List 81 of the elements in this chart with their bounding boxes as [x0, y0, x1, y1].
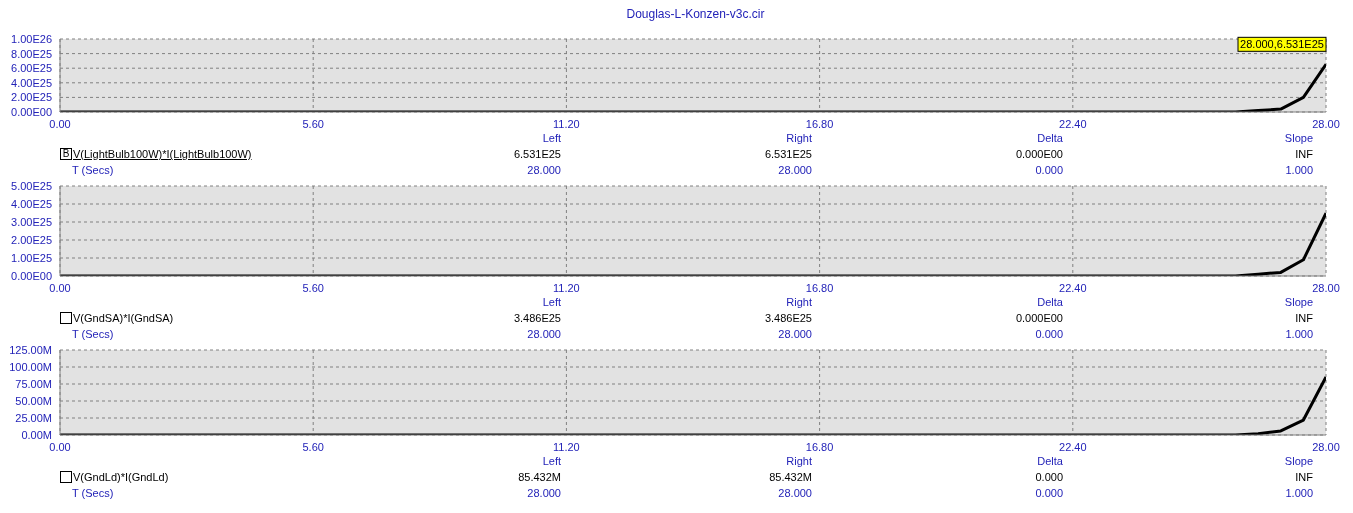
text: INF	[1294, 470, 1313, 485]
text: 3.486E25	[512, 311, 561, 326]
text: Left	[541, 454, 561, 469]
y-tick-label: 2.00E25	[11, 91, 52, 104]
x-axis-title: T (Secs)	[72, 486, 114, 501]
text: 85.432M	[517, 470, 561, 485]
chart-title: Douglas-L-Konzen-v3c.cir	[625, 7, 766, 23]
y-tick-label: 75.00M	[15, 377, 52, 390]
text: 28.000	[777, 327, 812, 342]
x-tick-label: 16.80	[805, 281, 834, 294]
x-tick-label: 0.00	[49, 281, 71, 294]
text: 0.000	[1034, 486, 1063, 501]
text: INF	[1294, 311, 1313, 326]
x-tick-label: 11.20	[553, 281, 580, 294]
checkbox-icon: B	[60, 148, 72, 160]
text: 1.000	[1284, 486, 1313, 501]
text: Right	[785, 295, 812, 310]
y-tick-label: 6.00E25	[11, 62, 52, 75]
x-tick-label: 11.20	[553, 440, 580, 453]
annotation: 28.000,6.531E25	[1240, 38, 1324, 51]
text: 0.000	[1034, 163, 1063, 178]
x-tick-label: 28.00	[1312, 281, 1340, 294]
x-tick-label: 11.20	[553, 117, 580, 130]
text: Delta	[1036, 131, 1063, 146]
y-tick-label: 1.00E26	[11, 32, 52, 45]
text: 0.000E00	[1014, 147, 1063, 162]
text: Delta	[1036, 295, 1063, 310]
y-tick-label: 0.00E00	[11, 269, 52, 282]
x-tick-label: 0.00	[49, 440, 71, 453]
text: Slope	[1283, 131, 1313, 146]
x-tick-label: 5.60	[302, 117, 324, 130]
x-tick-label: 22.40	[1059, 281, 1087, 294]
text: 28.000	[777, 163, 812, 178]
x-tick-label: 28.00	[1312, 117, 1340, 130]
y-tick-label: 25.00M	[15, 411, 52, 424]
y-tick-label: 125.00M	[9, 343, 52, 356]
x-tick-label: 22.40	[1059, 117, 1087, 130]
y-tick-label: 50.00M	[15, 394, 52, 407]
text: 0.000	[1034, 327, 1063, 342]
x-axis-title: T (Secs)	[72, 163, 114, 178]
legend-label: V(LightBulb100W)*I(LightBulb100W)	[73, 147, 252, 162]
text: Slope	[1283, 454, 1313, 469]
y-tick-label: 5.00E25	[11, 179, 52, 192]
text: INF	[1294, 147, 1313, 162]
text: 0.000E00	[1014, 311, 1063, 326]
y-tick-label: 2.00E25	[11, 233, 52, 246]
text: 28.000	[526, 486, 561, 501]
text: 28.000	[526, 163, 561, 178]
text: Left	[541, 295, 561, 310]
y-tick-label: 8.00E25	[11, 47, 52, 60]
text: 1.000	[1284, 163, 1313, 178]
y-tick-label: 100.00M	[9, 360, 52, 373]
text: 85.432M	[768, 470, 812, 485]
x-tick-label: 28.00	[1312, 440, 1340, 453]
text: Left	[541, 131, 561, 146]
text: 0.000	[1034, 470, 1063, 485]
y-tick-label: 1.00E25	[11, 251, 52, 264]
x-tick-label: 5.60	[302, 440, 324, 453]
x-tick-label: 16.80	[805, 117, 834, 130]
text: Right	[785, 131, 812, 146]
text: Right	[785, 454, 812, 469]
text: 3.486E25	[763, 311, 812, 326]
text: Slope	[1283, 295, 1313, 310]
x-tick-label: 5.60	[302, 281, 324, 294]
y-tick-label: 4.00E25	[11, 197, 52, 210]
x-tick-label: 0.00	[49, 117, 71, 130]
x-tick-label: 22.40	[1059, 440, 1087, 453]
y-tick-label: 4.00E25	[11, 76, 52, 89]
text: 1.000	[1284, 327, 1313, 342]
y-tick-label: 0.00E00	[11, 105, 52, 118]
y-tick-label: 0.00M	[21, 428, 52, 441]
text: 6.531E25	[763, 147, 812, 162]
y-tick-label: 3.00E25	[11, 215, 52, 228]
legend-label: V(GndLd)*I(GndLd)	[73, 470, 169, 485]
x-tick-label: 16.80	[805, 440, 834, 453]
text: Delta	[1036, 454, 1063, 469]
text: 28.000	[526, 327, 561, 342]
text: 6.531E25	[512, 147, 561, 162]
text: 28.000	[777, 486, 812, 501]
x-axis-title: T (Secs)	[72, 327, 114, 342]
legend-label: V(GndSA)*I(GndSA)	[73, 311, 174, 326]
